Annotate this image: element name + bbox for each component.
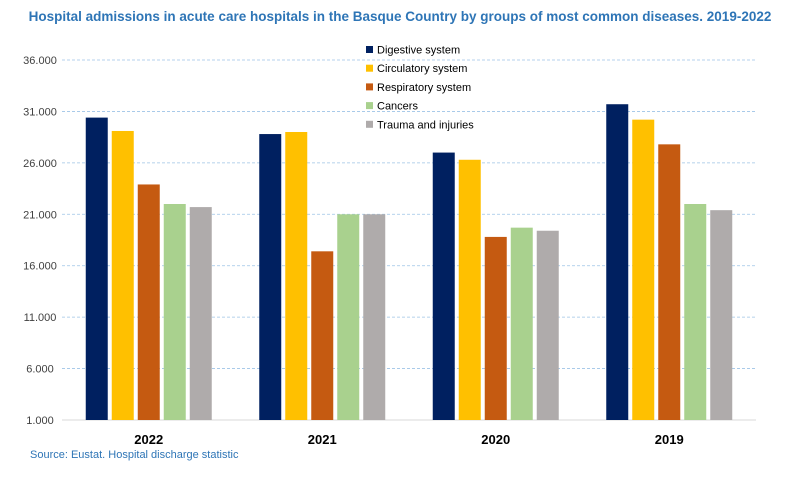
legend-label: Circulatory system [377, 63, 467, 75]
y-tick-label: 6.000 [26, 364, 54, 376]
bar-2022-cancers [163, 204, 186, 420]
y-axis-ticks: 1.000 6.000 11.000 16.000 21.000 26.000 31.000… [23, 55, 57, 427]
y-tick-label: 11.000 [24, 312, 57, 324]
legend-label: Respiratory system [377, 82, 471, 94]
y-tick-label: 26.000 [23, 158, 57, 170]
source-note: Source: Eustat. Hospital discharge stati… [30, 449, 239, 461]
legend-swatch [366, 83, 373, 91]
category-label: 2020 [481, 432, 510, 447]
bar-2019-circulatory-system [632, 119, 655, 421]
legend-label: Trauma and injuries [377, 119, 474, 131]
bar-2022-circulatory-system [111, 130, 134, 420]
chart-title: Hospital admissions in acute care hospit… [28, 9, 772, 24]
legend-swatch [366, 102, 373, 110]
bar-2022-digestive-system [85, 117, 108, 420]
y-tick-label: 31.000 [23, 106, 57, 118]
bar-2019-cancers [684, 204, 707, 420]
bar-2020-trauma-and-injuries [536, 230, 559, 420]
y-tick-label: 21.000 [23, 209, 57, 221]
bars [85, 104, 733, 421]
legend-label: Cancers [377, 101, 418, 113]
bar-2022-trauma-and-injuries [189, 207, 212, 420]
bar-2021-circulatory-system [285, 132, 308, 420]
bar-2021-trauma-and-injuries [363, 214, 386, 420]
legend-swatch [366, 46, 373, 53]
y-tick-label: 1.000 [26, 415, 54, 427]
category-label: 2021 [308, 432, 337, 447]
legend-label: Digestive system [377, 45, 460, 57]
bar-2020-circulatory-system [458, 159, 481, 420]
bar-2020-digestive-system [432, 152, 455, 421]
bar-2019-respiratory-system [658, 144, 681, 421]
category-label: 2019 [655, 432, 684, 447]
y-tick-label: 16.000 [23, 261, 57, 273]
category-label: 2022 [134, 432, 163, 447]
bar-2022-respiratory-system [137, 184, 160, 420]
bar-2019-digestive-system [606, 104, 629, 420]
legend: Digestive system Circulatory system Respir… [366, 45, 474, 131]
bar-2021-digestive-system [259, 134, 282, 421]
y-tick-label: 36.000 [23, 55, 57, 67]
x-axis-categories: 2022 2021 2020 2019 [134, 432, 683, 447]
bar-2019-trauma-and-injuries [710, 210, 733, 420]
bar-2021-respiratory-system [311, 251, 334, 420]
bar-2020-cancers [510, 227, 533, 420]
legend-swatch [366, 64, 373, 72]
bar-2020-respiratory-system [484, 236, 507, 420]
bar-2021-cancers [337, 214, 360, 420]
legend-swatch [366, 120, 373, 128]
